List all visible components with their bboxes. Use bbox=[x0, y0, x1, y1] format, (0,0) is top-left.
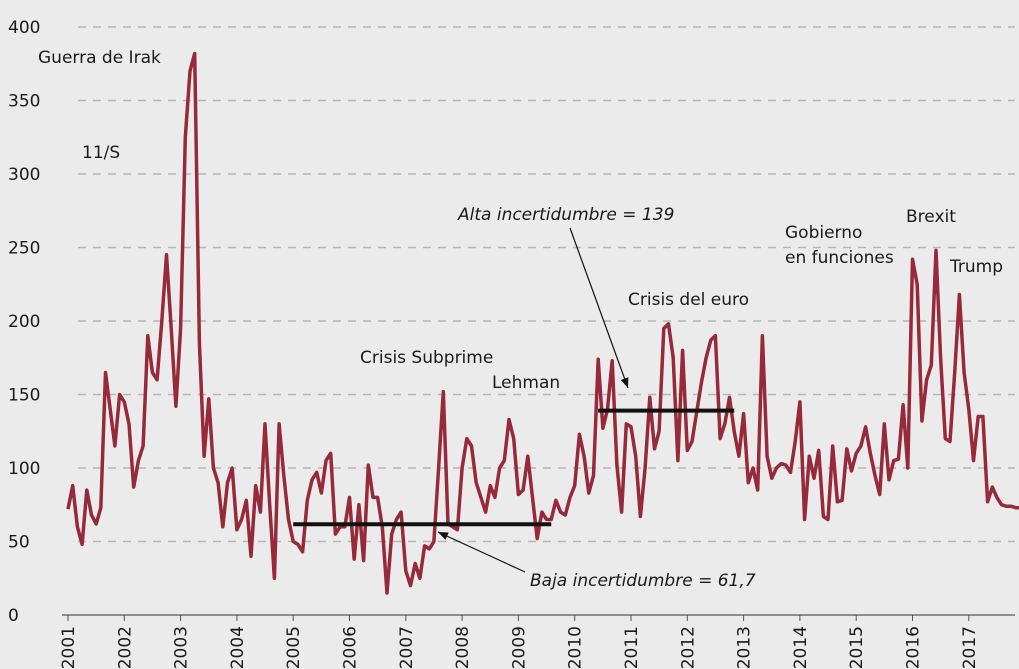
y-tick-label: 50 bbox=[8, 533, 30, 553]
annotation: Crisis del euro bbox=[628, 290, 749, 310]
y-tick-label: 250 bbox=[8, 239, 40, 259]
annotation: en funciones bbox=[785, 248, 894, 268]
x-tick-label: 2011 bbox=[622, 626, 642, 669]
x-tick-label: 2008 bbox=[453, 626, 473, 669]
arrow-head bbox=[620, 377, 629, 388]
annotation: Gobierno bbox=[785, 223, 862, 243]
x-tick-label: 2013 bbox=[735, 626, 755, 669]
y-tick-label: 400 bbox=[8, 18, 40, 38]
y-tick-label: 200 bbox=[8, 312, 40, 332]
x-tick-label: 2007 bbox=[397, 626, 417, 669]
annotation: Guerra de Irak bbox=[38, 48, 161, 68]
x-tick-label: 2016 bbox=[904, 626, 924, 669]
annotation: 11/S bbox=[82, 143, 120, 163]
annotation-arrow bbox=[437, 531, 526, 573]
series-line bbox=[66, 51, 1019, 595]
x-tick-label: 2001 bbox=[59, 626, 79, 669]
annotation: Lehman bbox=[492, 373, 560, 393]
y-tick-label: 150 bbox=[8, 386, 40, 406]
annotation: Trump bbox=[949, 257, 1003, 277]
y-tick-label: 100 bbox=[8, 459, 40, 479]
arrow-head bbox=[438, 532, 449, 540]
x-tick-label: 2014 bbox=[791, 626, 811, 669]
x-tick-label: 2006 bbox=[341, 626, 361, 669]
reference-label: Baja incertidumbre = 61,7 bbox=[530, 571, 756, 591]
x-tick-label: 2009 bbox=[509, 626, 529, 669]
y-tick-label: 350 bbox=[8, 92, 40, 112]
x-tick-label: 2010 bbox=[566, 626, 586, 669]
x-tick-label: 2005 bbox=[284, 626, 304, 669]
x-tick-label: 2002 bbox=[115, 626, 135, 669]
x-tick-label: 2015 bbox=[847, 626, 867, 669]
x-tick-label: 2017 bbox=[960, 626, 980, 669]
annotation: Crisis Subprime bbox=[360, 348, 493, 368]
annotation-arrow bbox=[569, 227, 629, 389]
x-tick-label: 2003 bbox=[172, 626, 192, 669]
x-tick-label: 2004 bbox=[228, 626, 248, 669]
y-tick-label: 0 bbox=[8, 606, 19, 626]
annotation: Brexit bbox=[906, 207, 956, 227]
y-tick-label: 300 bbox=[8, 165, 40, 185]
x-tick-label: 2012 bbox=[678, 626, 698, 669]
reference-label: Alta incertidumbre = 139 bbox=[457, 205, 674, 225]
